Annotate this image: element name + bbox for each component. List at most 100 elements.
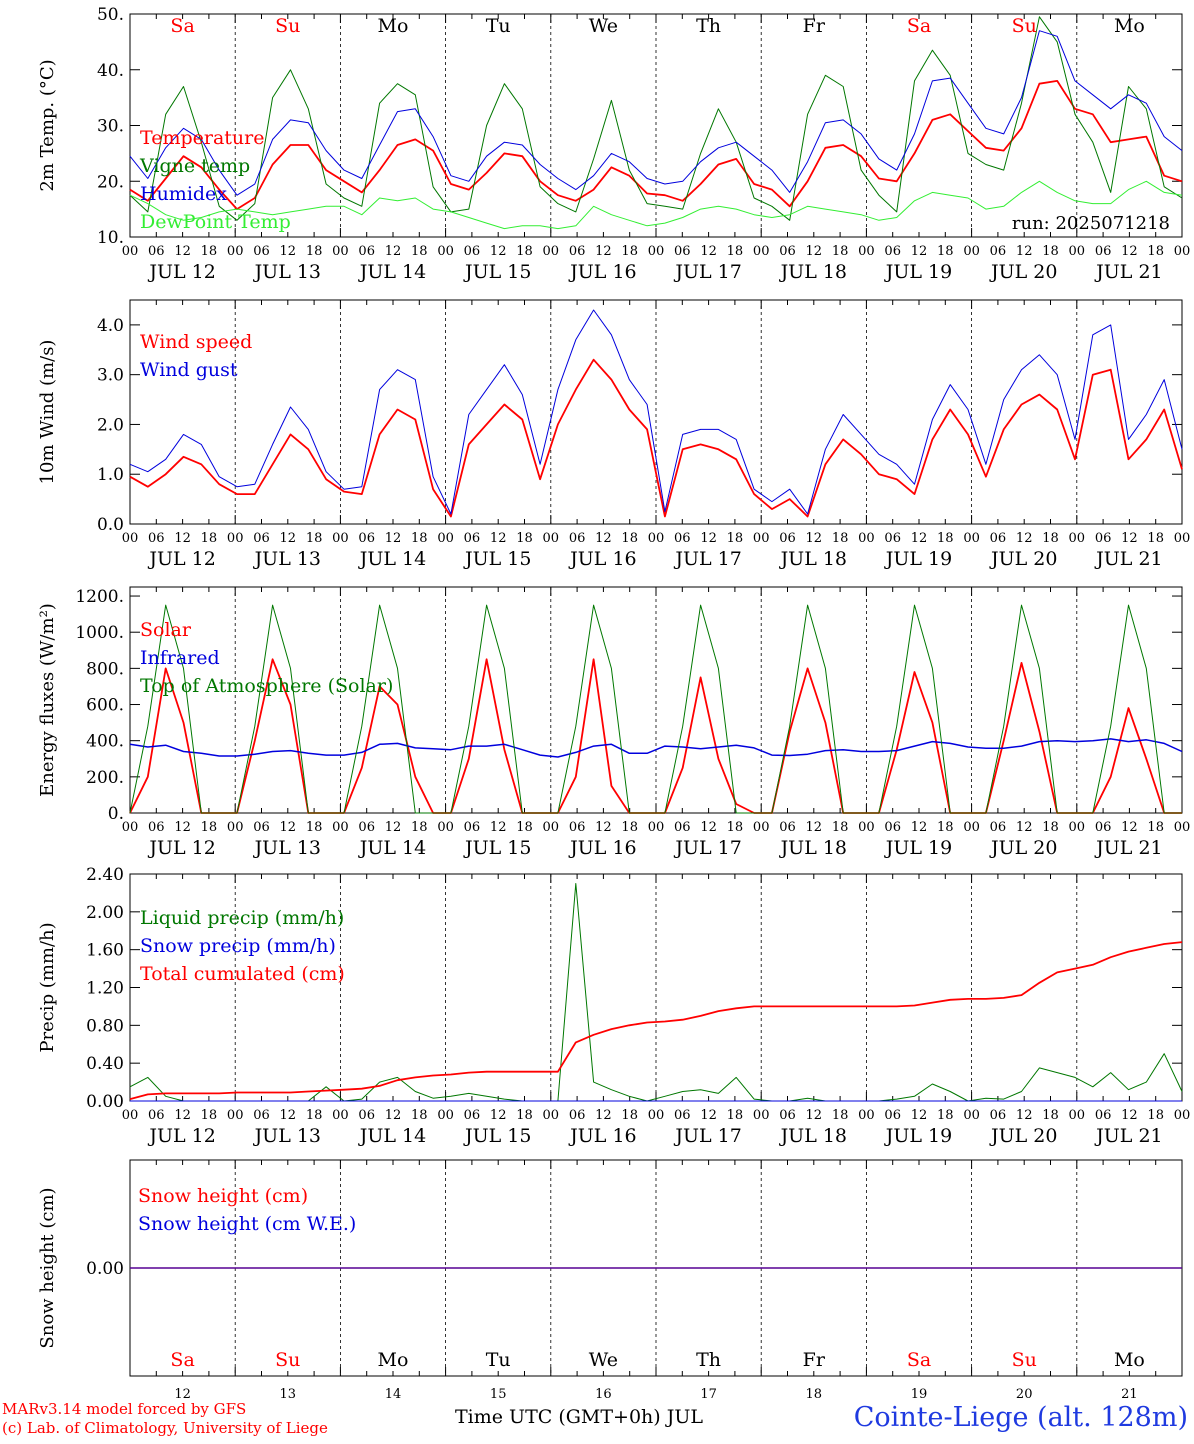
series-line [129, 309, 1183, 515]
hour-label: 06 [1095, 531, 1112, 546]
series-line [129, 358, 1183, 518]
hour-label: 12 [385, 820, 402, 835]
hour-label: 18 [621, 244, 638, 259]
y-tick-label: 1000. [75, 623, 124, 643]
hour-label: 00 [963, 1108, 980, 1123]
date-label: JUL 12 [147, 261, 215, 283]
legend-entry: Wind gust [140, 359, 238, 381]
hour-label: 12 [700, 244, 717, 259]
series-line [129, 941, 1183, 1100]
date-label: JUL 14 [358, 1125, 426, 1147]
legend-entry: Temperature [140, 127, 264, 149]
hour-label: 06 [569, 1108, 586, 1123]
day-name: Mo [378, 1349, 409, 1371]
y-tick-label: 0.40 [86, 1054, 124, 1074]
date-label: JUL 21 [1094, 261, 1162, 283]
day-number: 16 [595, 1387, 612, 1402]
hour-label: 12 [595, 244, 612, 259]
hour-label: 00 [1174, 1108, 1191, 1123]
day-number: 13 [280, 1387, 297, 1402]
hour-label: 18 [1147, 820, 1164, 835]
hour-label: 12 [280, 820, 297, 835]
hour-label: 06 [1095, 244, 1112, 259]
y-axis-label: 10m Wind (m/s) [37, 340, 58, 485]
hour-label: 00 [543, 820, 560, 835]
hour-label: 00 [543, 244, 560, 259]
day-name: Th [696, 1349, 721, 1371]
date-label: JUL 15 [463, 261, 531, 283]
date-label: JUL 18 [779, 837, 847, 859]
hour-label: 12 [806, 531, 823, 546]
y-tick-label: 1.20 [86, 979, 124, 999]
series-line [129, 80, 1183, 211]
hour-label: 12 [385, 531, 402, 546]
hour-label: 18 [832, 531, 849, 546]
date-label: JUL 17 [673, 261, 741, 283]
date-label: JUL 21 [1094, 548, 1162, 570]
date-label: JUL 13 [253, 1125, 321, 1147]
day-name: Su [275, 15, 300, 37]
hour-label: 12 [911, 531, 928, 546]
hour-label: 18 [937, 820, 954, 835]
hour-label: 00 [227, 244, 244, 259]
date-label: JUL 16 [568, 1125, 636, 1147]
y-tick-label: 800. [86, 659, 124, 679]
hour-label: 18 [727, 1108, 744, 1123]
hour-label: 12 [595, 820, 612, 835]
date-label: JUL 19 [884, 1125, 952, 1147]
hour-label: 18 [411, 1108, 428, 1123]
y-tick-label: 600. [86, 696, 124, 716]
hour-label: 06 [464, 820, 481, 835]
series-line [129, 30, 1183, 196]
hour-label: 12 [806, 820, 823, 835]
day-number: 21 [1121, 1387, 1138, 1402]
day-name: Fr [803, 15, 826, 37]
lab-credit: (c) Lab. of Climatology, University of L… [2, 1419, 328, 1437]
hour-label: 00 [753, 1108, 770, 1123]
y-axis-label: Energy fluxes (W/m²) [37, 603, 58, 797]
date-label: JUL 19 [884, 261, 952, 283]
date-label: JUL 18 [779, 1125, 847, 1147]
hour-label: 06 [358, 820, 375, 835]
hour-label: 06 [569, 820, 586, 835]
hour-label: 18 [411, 820, 428, 835]
hour-label: 18 [621, 1108, 638, 1123]
hour-label: 18 [306, 244, 323, 259]
hour-label: 06 [464, 1108, 481, 1123]
hour-label: 00 [858, 531, 875, 546]
hour-label: 12 [174, 1108, 191, 1123]
hour-label: 06 [990, 531, 1007, 546]
y-tick-label: 10. [97, 228, 124, 248]
hour-label: 06 [358, 531, 375, 546]
hour-label: 00 [648, 244, 665, 259]
series-line [129, 604, 1182, 814]
hour-label: 00 [1174, 531, 1191, 546]
hour-label: 12 [280, 531, 297, 546]
hour-label: 12 [1016, 820, 1033, 835]
hour-label: 06 [464, 531, 481, 546]
hour-label: 06 [884, 531, 901, 546]
date-label: JUL 19 [884, 837, 952, 859]
date-label: JUL 15 [463, 1125, 531, 1147]
hour-label: 06 [253, 820, 270, 835]
date-label: JUL 13 [253, 548, 321, 570]
day-number: 18 [806, 1387, 823, 1402]
hour-label: 06 [990, 1108, 1007, 1123]
hour-label: 06 [674, 244, 691, 259]
hour-label: 18 [832, 820, 849, 835]
hour-label: 12 [700, 1108, 717, 1123]
day-name: Tu [486, 15, 511, 37]
y-tick-label: 200. [86, 768, 124, 788]
hour-label: 00 [753, 820, 770, 835]
y-tick-label: 400. [86, 732, 124, 752]
hour-label: 12 [1121, 244, 1138, 259]
day-number: 15 [490, 1387, 507, 1402]
day-number: 20 [1016, 1387, 1033, 1402]
day-name: Tu [486, 1349, 511, 1371]
date-label: JUL 17 [673, 1125, 741, 1147]
y-tick-label: 1.0 [97, 465, 124, 485]
hour-label: 18 [832, 1108, 849, 1123]
hour-label: 00 [648, 820, 665, 835]
day-name: Mo [1114, 1349, 1145, 1371]
day-name: We [589, 15, 618, 37]
